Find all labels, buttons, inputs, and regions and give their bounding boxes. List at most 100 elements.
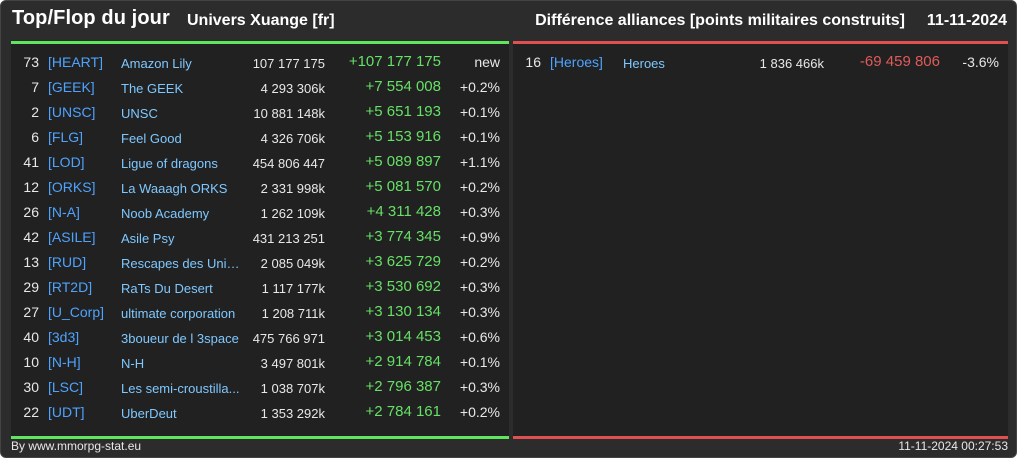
- alliance-points: 4 326 706k: [260, 131, 325, 146]
- alliance-rank: 27: [23, 304, 39, 320]
- alliance-tag[interactable]: [FLG]: [48, 129, 84, 145]
- alliance-tag[interactable]: [ORKS]: [48, 179, 96, 195]
- percent-change: +0.3%: [459, 204, 500, 220]
- alliance-tag[interactable]: [LOD]: [48, 154, 85, 170]
- alliance-row: 16 [Heroes] Heroes 1 836 466k -69 459 806 -3.…: [513, 50, 1008, 75]
- alliance-points: 2 331 998k: [260, 181, 325, 196]
- alliance-tag[interactable]: [HEART]: [48, 54, 103, 70]
- alliance-rank: 2: [31, 104, 39, 120]
- percent-change: new: [474, 54, 500, 70]
- points-difference: +5 089 897: [365, 153, 442, 170]
- points-difference: +2 784 161: [365, 403, 442, 420]
- points-difference: +3 530 692: [365, 278, 442, 295]
- top-panel: 73 [HEART] Amazon Lily 107 177 175 +107 177 …: [11, 41, 509, 439]
- alliance-name[interactable]: N-H: [121, 356, 145, 371]
- alliance-tag[interactable]: [ASILE]: [48, 229, 96, 245]
- alliance-rank: 73: [23, 54, 39, 70]
- alliance-name[interactable]: La Waaagh ORKS: [121, 181, 228, 196]
- alliance-points: 475 766 971: [252, 331, 325, 346]
- alliance-name[interactable]: Noob Academy: [121, 206, 210, 221]
- alliance-rank: 42: [23, 229, 39, 245]
- percent-change: +0.3%: [459, 379, 500, 395]
- alliance-points: 1 208 711k: [261, 306, 325, 321]
- alliance-name[interactable]: Rescapes des Univ...: [121, 256, 241, 271]
- footer-timestamp: 11-11-2024 00:27:53: [898, 439, 1008, 453]
- alliance-row: 12 [ORKS] La Waaagh ORKS 2 331 998k +5 081 5…: [11, 175, 509, 200]
- percent-change: +0.2%: [459, 404, 500, 420]
- alliance-points: 1 117 177k: [261, 281, 325, 296]
- alliance-rank: 29: [23, 279, 39, 295]
- alliance-tag[interactable]: [N-H]: [48, 354, 81, 370]
- alliance-rank: 10: [23, 354, 39, 370]
- alliance-row: 73 [HEART] Amazon Lily 107 177 175 +107 177 …: [11, 50, 509, 75]
- alliance-points: 107 177 175: [252, 56, 325, 71]
- alliance-name[interactable]: 3boueur de l 3space: [121, 331, 239, 346]
- percent-change: +0.3%: [459, 279, 500, 295]
- percent-change: +0.1%: [459, 104, 500, 120]
- alliance-tag[interactable]: [UDT]: [48, 404, 85, 420]
- alliance-name[interactable]: Amazon Lily: [121, 56, 192, 71]
- alliance-rank: 22: [23, 404, 39, 420]
- alliance-rank: 40: [23, 329, 39, 345]
- percent-change: +0.6%: [459, 329, 500, 345]
- alliance-row: 10 [N-H] N-H 3 497 801k +2 914 784 +0.1%: [11, 350, 509, 375]
- alliance-name[interactable]: Les semi-croustilla...: [121, 381, 240, 396]
- header-date: 11-11-2024: [926, 12, 1007, 29]
- alliance-tag[interactable]: [Heroes]: [550, 54, 603, 70]
- alliance-points: 4 293 306k: [260, 81, 325, 96]
- alliance-tag[interactable]: [N-A]: [48, 204, 80, 220]
- alliance-row: 6 [FLG] Feel Good 4 326 706k +5 153 916 +0.1%: [11, 125, 509, 150]
- points-difference: +5 651 193: [365, 103, 442, 120]
- alliance-tag[interactable]: [RT2D]: [48, 279, 93, 295]
- alliance-rank: 30: [23, 379, 39, 395]
- alliance-name[interactable]: Ligue of dragons: [121, 156, 218, 171]
- alliance-name[interactable]: Heroes: [623, 56, 665, 71]
- alliance-name[interactable]: Feel Good: [121, 131, 182, 146]
- alliance-rank: 12: [23, 179, 39, 195]
- alliance-points: 1 353 292k: [260, 406, 325, 421]
- alliance-row: 26 [N-A] Noob Academy 1 262 109k +4 311 428 +…: [11, 200, 509, 225]
- alliance-points: 1 262 109k: [260, 206, 325, 221]
- alliance-points: 2 085 049k: [260, 256, 325, 271]
- alliance-rank: 13: [23, 254, 39, 270]
- alliance-rank: 16: [525, 54, 541, 70]
- alliance-row: 13 [RUD] Rescapes des Univ... 2 085 049k +3 …: [11, 250, 509, 275]
- page-title: Top/Flop du jour: [12, 7, 170, 29]
- alliance-name[interactable]: ultimate corporation: [121, 306, 236, 321]
- alliance-name[interactable]: UNSC: [121, 106, 158, 121]
- alliance-rank: 7: [31, 79, 39, 95]
- points-difference: +3 625 729: [365, 253, 442, 270]
- alliance-tag[interactable]: [3d3]: [48, 329, 80, 345]
- alliance-rank: 26: [23, 204, 39, 220]
- alliance-tag[interactable]: [LSC]: [48, 379, 84, 395]
- percent-change: +0.1%: [459, 354, 500, 370]
- points-difference: +107 177 175: [348, 53, 441, 70]
- flop-panel: 16 [Heroes] Heroes 1 836 466k -69 459 806 -3.…: [513, 41, 1008, 439]
- alliance-row: 7 [GEEK] The GEEK 4 293 306k +7 554 008 +0.2%: [11, 75, 509, 100]
- alliance-tag[interactable]: [RUD]: [48, 254, 87, 270]
- alliance-points: 454 806 447: [252, 156, 325, 171]
- alliance-tag[interactable]: [GEEK]: [48, 79, 95, 95]
- alliance-name[interactable]: The GEEK: [121, 81, 184, 96]
- points-difference: +2 796 387: [365, 378, 442, 395]
- alliance-name[interactable]: Asile Psy: [121, 231, 175, 246]
- percent-change: +0.2%: [459, 79, 500, 95]
- alliance-name[interactable]: UberDeut: [121, 406, 177, 421]
- points-difference: +3 130 134: [365, 303, 442, 320]
- alliance-tag[interactable]: [U_Corp]: [48, 304, 105, 320]
- percent-change: +0.2%: [459, 254, 500, 270]
- percent-change: +0.2%: [459, 179, 500, 195]
- points-difference: -69 459 806: [859, 53, 940, 70]
- points-difference: +3 014 453: [365, 328, 442, 345]
- alliance-rank: 6: [31, 129, 39, 145]
- alliance-row: 41 [LOD] Ligue of dragons 454 806 447 +5 089…: [11, 150, 509, 175]
- points-difference: +5 153 916: [365, 128, 442, 145]
- alliance-name[interactable]: RaTs Du Desert: [121, 281, 213, 296]
- alliance-points: 1 836 466k: [759, 56, 824, 71]
- points-difference: +2 914 784: [365, 353, 442, 370]
- alliance-points: 431 213 251: [252, 231, 325, 246]
- alliance-row: 29 [RT2D] RaTs Du Desert 1 117 177k +3 530 6…: [11, 275, 509, 300]
- universe-label: Univers Xuange [fr]: [187, 12, 335, 29]
- alliance-tag[interactable]: [UNSC]: [48, 104, 96, 120]
